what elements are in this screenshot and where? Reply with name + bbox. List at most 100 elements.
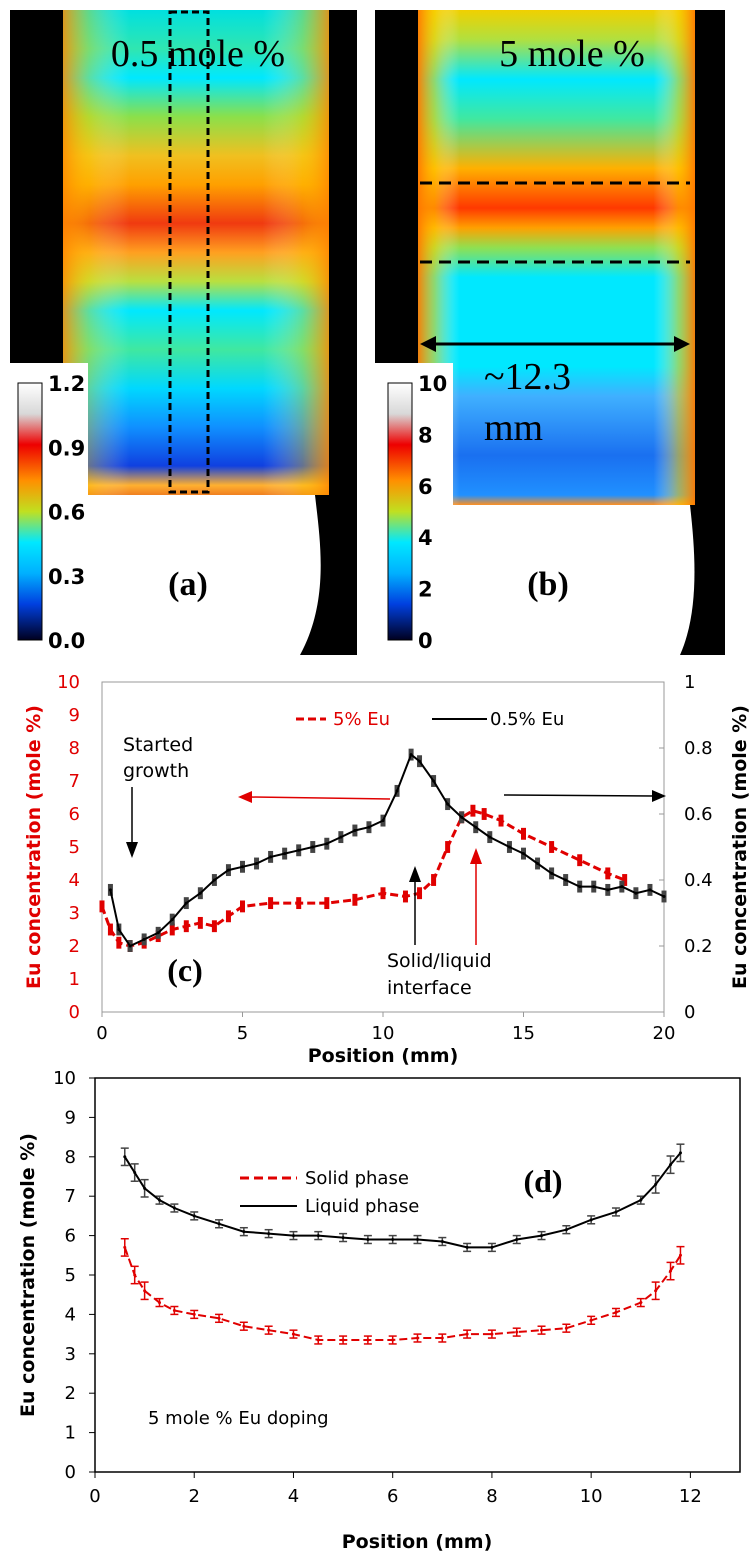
panel-a-image: 0.5 mole % (a) 1.2 0.9 0.6 0.3 0.0 xyxy=(10,10,357,655)
panel-b-colorbar xyxy=(387,382,413,641)
chart-c-point xyxy=(117,928,121,931)
chart-c-point xyxy=(507,845,511,849)
chart-c-left-arrowhead xyxy=(238,791,252,803)
chart-d-point xyxy=(341,1338,345,1342)
chart-c-ytick-left-label: 0 xyxy=(69,1002,80,1023)
chart-c-point xyxy=(108,928,112,931)
chart-c-point xyxy=(634,891,638,895)
chart-c-ytick-left-label: 2 xyxy=(69,936,80,957)
chart-d-xtick-label: 8 xyxy=(486,1486,497,1507)
chart-c-interface-arrowhead-red xyxy=(470,848,482,864)
panel-b-colorbar-tick-label: 6 xyxy=(418,475,433,499)
chart-d-xtick-label: 2 xyxy=(189,1486,200,1507)
chart-c-point xyxy=(381,891,385,895)
chart-c-line-red xyxy=(100,809,626,948)
chart-c-point xyxy=(536,862,540,865)
chart-d-point xyxy=(490,1332,494,1336)
chart-c-point xyxy=(241,904,244,908)
chart-d-point xyxy=(172,1206,176,1210)
chart-c-point xyxy=(418,891,422,895)
chart-c-ytick-right-label: 0.4 xyxy=(684,870,713,891)
chart-d-xtick-label: 10 xyxy=(580,1486,603,1507)
chart-c-line-black xyxy=(109,752,665,948)
chart-c-ytick-left-label: 10 xyxy=(57,672,80,693)
chart-d-point xyxy=(416,1336,419,1340)
chart-c-series-red xyxy=(99,804,628,952)
chart-c-ytick-right-label: 0.6 xyxy=(684,804,713,825)
panel-a-colorbar-tick-label: 1.2 xyxy=(48,372,85,396)
chart-c-point xyxy=(184,901,188,905)
panel-b-colorbar-tick-label: 2 xyxy=(418,578,433,602)
chart-c-right-arrow xyxy=(503,794,655,797)
chart-c-ylabel-left: Eu concentration (mole %) xyxy=(23,705,45,989)
chart-c-xtick-label: 0 xyxy=(96,1023,107,1044)
chart-c-point xyxy=(409,753,413,757)
chart-d-label: (d) xyxy=(523,1163,562,1199)
chart-c-point xyxy=(297,848,301,852)
panel-a-label: (a) xyxy=(168,566,208,603)
chart-d-point xyxy=(158,1301,161,1305)
chart-c-point xyxy=(471,809,475,813)
chart-d-point xyxy=(316,1338,320,1342)
chart-c-point xyxy=(255,862,259,865)
chart-c-point xyxy=(592,885,596,889)
chart-c-point xyxy=(311,845,315,849)
panel-b-colorbar-tick-label: 10 xyxy=(418,372,447,396)
chart-c-point xyxy=(367,825,371,829)
chart-c-point xyxy=(499,819,503,823)
chart-c-point xyxy=(297,901,301,905)
chart-c-point xyxy=(170,918,174,922)
chart-d-point xyxy=(133,1273,137,1277)
chart-c-right-arrowhead xyxy=(652,790,666,802)
chart-c-point xyxy=(108,888,112,892)
chart-c-xlabel: Position (mm) xyxy=(308,1045,459,1067)
chart-c-ytick-left-label: 8 xyxy=(69,738,80,759)
chart-d-point xyxy=(192,1312,196,1316)
chart-c-point xyxy=(142,937,146,941)
chart-d-point xyxy=(440,1336,444,1340)
chart-d-point xyxy=(465,1245,469,1249)
chart-c-point xyxy=(522,832,525,836)
panel-b-width-value: ~12.3 xyxy=(484,356,571,398)
chart-c-point xyxy=(432,878,436,882)
chart-d-ytick-label: 10 xyxy=(53,1068,76,1089)
chart-c: 0 5 10 15 20 0 1 2 3 4 5 6 7 8 9 10 0 0.2 0.4 0.6 0.8 1 5% Eu… xyxy=(23,672,751,1067)
chart-d-xlabel: Position (mm) xyxy=(342,1531,493,1553)
chart-d-point xyxy=(123,1245,127,1249)
chart-c-point xyxy=(212,924,216,928)
panel-a-colorbar-tick-label: 0.9 xyxy=(48,436,85,460)
chart-d-point xyxy=(639,1301,643,1305)
chart-c-point xyxy=(564,878,568,882)
chart-d-point xyxy=(316,1234,320,1238)
chart-c-ytick-left-label: 9 xyxy=(69,705,80,726)
chart-c-point xyxy=(620,885,624,889)
chart-c-point xyxy=(381,819,385,823)
chart-c-series-black xyxy=(107,748,667,952)
chart-c-point xyxy=(403,895,407,898)
panel-b-colorbar-tick-label: 8 xyxy=(418,423,433,447)
chart-c-point xyxy=(325,842,329,846)
chart-c-point xyxy=(662,895,666,898)
chart-d-ytick-label: 2 xyxy=(65,1383,76,1404)
panel-b-colorbar-tick-label: 0 xyxy=(418,629,433,653)
chart-c-point xyxy=(482,812,486,816)
chart-d-point xyxy=(669,1163,673,1167)
chart-d-point xyxy=(391,1338,395,1342)
chart-d-point xyxy=(143,1289,147,1293)
chart-c-interface-line1: Solid/liquid xyxy=(387,950,492,972)
chart-d-point xyxy=(669,1269,673,1273)
chart-c-point xyxy=(578,885,582,889)
panel-a-colorbar-ticks: 1.2 0.9 0.6 0.3 0.0 xyxy=(48,372,85,653)
chart-d-point xyxy=(366,1338,370,1342)
chart-d-point xyxy=(267,1232,271,1236)
chart-c-ytick-right-label: 0.2 xyxy=(684,936,713,957)
chart-d-point xyxy=(416,1238,419,1242)
chart-c-xtick-label: 5 xyxy=(237,1023,248,1044)
chart-d-point xyxy=(614,1210,618,1214)
chart-d-point xyxy=(242,1324,246,1328)
chart-d-point xyxy=(564,1228,568,1232)
chart-d-ytick-label: 5 xyxy=(65,1265,76,1286)
